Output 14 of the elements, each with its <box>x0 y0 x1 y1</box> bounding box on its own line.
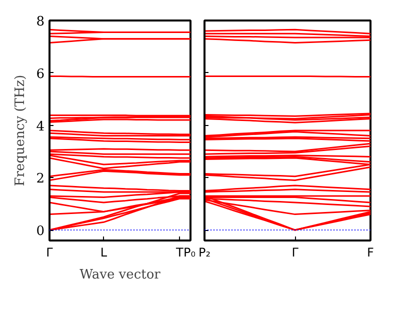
y-tick-label: 2 <box>36 172 45 187</box>
x-tick-label: T <box>174 246 184 260</box>
y-tick-label: 8 <box>36 14 45 30</box>
y-tick-label: 4 <box>36 119 45 134</box>
y-tick-label: 0 <box>36 224 45 240</box>
x-tick-label: Γ <box>46 246 54 260</box>
x-tick-label: F <box>367 246 374 260</box>
x-tick-label: L <box>100 246 108 260</box>
x-tick-label: P₂ <box>198 246 211 260</box>
y-axis-title: Frequency (THz) <box>13 74 28 186</box>
x-tick-label: Γ <box>292 246 299 260</box>
x-tick-label: P₀ <box>183 246 196 260</box>
x-axis-title: Wave vector <box>80 268 162 282</box>
y-tick-label: 6 <box>36 66 45 82</box>
